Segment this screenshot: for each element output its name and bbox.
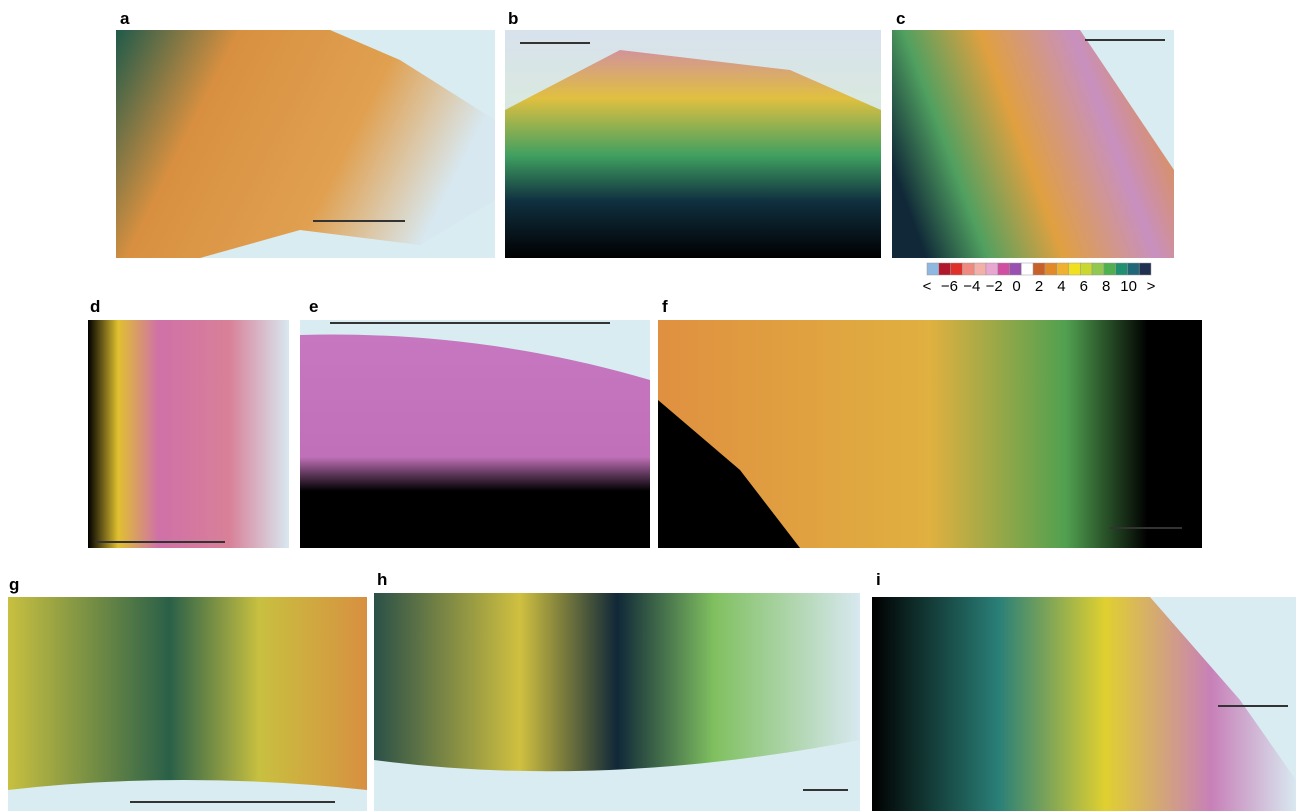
panel-label: i <box>876 570 881 589</box>
color-swatch <box>926 262 940 276</box>
color-swatch <box>985 262 998 276</box>
panel-label: c <box>896 9 905 28</box>
color-swatch <box>1127 262 1140 276</box>
colorbar-label: −4 <box>963 278 980 295</box>
panel-label: a <box>120 9 130 28</box>
color-swatch <box>962 262 975 276</box>
colorbar-label: 2 <box>1035 278 1043 295</box>
colorbar-label: > <box>1147 278 1156 295</box>
panel-label: e <box>309 297 318 316</box>
panel-label: g <box>9 575 19 594</box>
colorbar-label: −2 <box>986 278 1003 295</box>
panel-label: d <box>90 297 100 316</box>
panel-e: e <box>300 297 650 548</box>
color-swatch <box>1103 262 1116 276</box>
color-swatch <box>1044 262 1057 276</box>
color-swatch <box>1056 262 1069 276</box>
color-swatch <box>1091 262 1105 276</box>
colorbar-label: 6 <box>1080 278 1088 295</box>
color-swatch <box>1021 262 1034 276</box>
panel-d: d <box>88 297 289 548</box>
panel-g: g <box>8 575 367 811</box>
color-swatch <box>973 262 987 276</box>
panel-a: a <box>116 9 495 258</box>
color-swatch <box>1115 262 1128 276</box>
panel-label: f <box>662 297 668 316</box>
panel-label: h <box>377 570 387 589</box>
color-swatch <box>1138 262 1152 276</box>
panel-f: f <box>658 297 1202 548</box>
panel-i: i <box>872 570 1296 811</box>
color-swatch <box>1032 262 1046 276</box>
panel-c: c <box>892 9 1174 258</box>
panel-label: b <box>508 9 518 28</box>
colorbar-label: 10 <box>1120 278 1137 295</box>
panel-b: b <box>505 9 881 258</box>
colorbar-label: −6 <box>941 278 958 295</box>
colorbar-label: 0 <box>1012 278 1020 295</box>
color-swatch <box>950 262 963 276</box>
color-swatch <box>938 262 951 276</box>
panel-h: h <box>374 570 860 811</box>
color-swatch <box>1080 262 1093 276</box>
colorbar-label: < <box>923 278 932 295</box>
colorbar: < −6 −4 −2 0 2 4 6 8 10 > <box>923 262 1156 295</box>
color-swatch <box>1068 262 1081 276</box>
colorbar-label: 8 <box>1102 278 1110 295</box>
color-swatch <box>997 262 1010 276</box>
color-swatch <box>1009 262 1022 276</box>
colorbar-label: 4 <box>1057 278 1065 295</box>
